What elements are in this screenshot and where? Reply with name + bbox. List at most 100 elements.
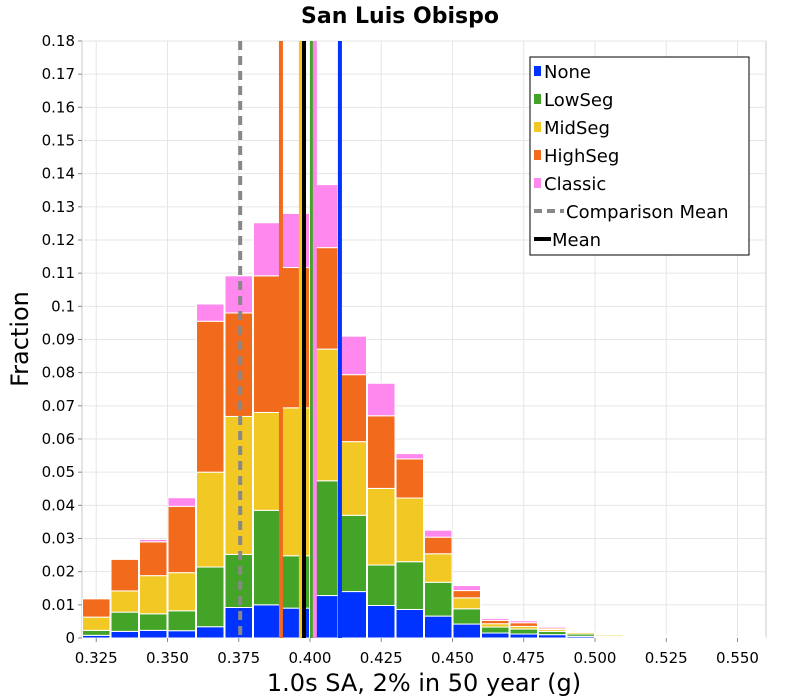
bar-segment-highseg [338,374,367,443]
legend-label: Comparison Mean [566,202,729,223]
legend-label: LowSeg [544,90,613,111]
bar-segment-classic [139,538,168,543]
bar-segment-midseg [424,553,453,583]
legend-label: None [544,62,591,83]
bar-segment-lowseg [139,613,168,631]
x-axis-ticks: 0.325 0.350 0.375 0.400 0.425 0.450 0.475 0.500… [75,638,759,667]
bar-segment-classic [395,453,424,460]
bar-segment-classic [509,620,538,624]
y-tick-label: 0.1 [51,297,75,315]
y-tick-label: 0.18 [42,32,75,50]
y-tick-label: 0.02 [42,563,75,581]
bar-segment-highseg [167,505,196,574]
x-tick-label: 0.350 [146,649,189,667]
bar-segment-classic [367,382,396,417]
y-tick-label: 0.04 [42,496,75,514]
bar-segment-lowseg [452,608,481,625]
x-tick-label: 0.450 [431,649,474,667]
bar-segment-none [367,604,396,639]
bar-segment-classic [566,630,595,633]
bar-segment-none [139,629,168,639]
chart-title: San Luis Obispo [301,4,499,29]
x-tick-label: 0.500 [574,649,617,667]
bar-segment-none [481,632,510,639]
bar-segment-midseg [367,487,396,566]
legend-swatch [534,94,541,104]
bar-segment-highseg [452,590,481,599]
legend-swatch [534,150,541,160]
y-tick-label: 0.01 [42,596,75,614]
legend-label: HighSeg [544,146,619,167]
bar-segment-lowseg [167,610,196,632]
bar-segment-midseg [224,415,253,555]
bar-segment-midseg [338,441,367,516]
bar-segment-highseg [395,458,424,499]
legend-swatch [534,178,541,188]
y-tick-label: 0.16 [42,98,75,116]
bar-segment-lowseg [338,514,367,593]
bar-segment-lowseg [481,626,510,634]
y-tick-label: 0.06 [42,430,75,448]
y-tick-label: 0.12 [42,231,75,249]
bar-segment-highseg [367,415,396,489]
bar-segment-none [509,633,538,639]
bar-segment-lowseg [253,509,282,606]
bar-segment-highseg [509,622,538,627]
bar-segment-none [167,630,196,639]
y-tick-label: 0 [65,629,75,647]
legend-box [529,56,750,256]
bar-segment-midseg [139,575,168,615]
bar-segment-midseg [110,590,139,613]
bar-segment-highseg [424,536,453,555]
bar-segment-none [395,608,424,639]
y-axis-ticks: 0 0.01 0.02 0.03 0.04 0.05 0.06 0.07 0.08 0.09 0.1… [42,32,82,647]
bar-segment-midseg [452,597,481,610]
y-tick-label: 0.05 [42,463,75,481]
bar-segment-lowseg [110,611,139,632]
bar-segment-highseg [139,541,168,577]
bar-segment-classic [538,626,567,629]
x-tick-label: 0.425 [360,649,403,667]
bar-segment-classic [737,636,766,639]
legend-entries: None LowSeg MidSeg HighSeg Classic Comparison… [534,62,729,251]
bar-segment-none [110,630,139,639]
bar-segment-classic [452,585,481,592]
legend: None LowSeg MidSeg HighSeg Classic Comparison… [529,56,750,256]
y-axis-label: Fraction [6,291,34,387]
bar-segment-lowseg [367,564,396,606]
bar-segment-classic [253,222,282,277]
bar-segment-classic [623,634,652,637]
bar-segment-midseg [395,497,424,563]
bar-segment-classic [196,303,225,322]
bar-segment-midseg [82,616,111,631]
bar-segment-none [452,623,481,639]
legend-label: Classic [544,174,606,195]
bar-segment-none [196,626,225,639]
y-tick-label: 0.07 [42,397,75,415]
bar-segment-classic [481,617,510,621]
bar-segment-classic [167,497,196,507]
y-tick-label: 0.15 [42,132,75,150]
x-tick-label: 0.375 [217,649,260,667]
legend-label: MidSeg [544,118,610,139]
bar-segment-lowseg [196,566,225,628]
bar-segment-lowseg [395,561,424,610]
legend-swatch [534,66,541,76]
x-tick-label: 0.325 [75,649,118,667]
legend-label: Mean [552,230,601,251]
y-tick-label: 0.17 [42,65,75,83]
mean-lines [238,41,342,638]
bar-segment-midseg [167,572,196,612]
y-tick-label: 0.03 [42,530,75,548]
x-tick-label: 0.525 [645,649,688,667]
bar-stacks [82,184,766,639]
bar-segment-lowseg [509,628,538,635]
bar-segment-highseg [196,320,225,473]
bar-segment-lowseg [82,629,111,636]
bar-segment-lowseg [424,581,453,617]
x-tick-label: 0.475 [502,649,545,667]
y-tick-label: 0.08 [42,364,75,382]
bar-segment-highseg [82,598,111,618]
bar-segment-classic [652,634,681,637]
